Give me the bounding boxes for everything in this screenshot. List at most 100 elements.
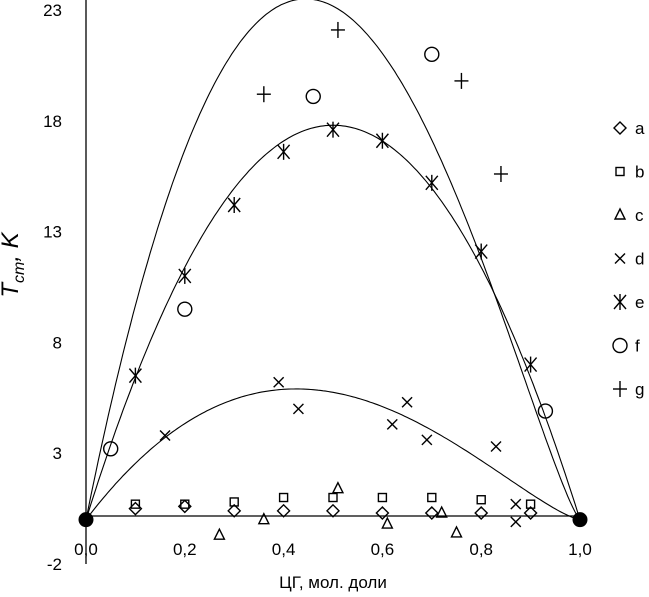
point-b (278, 492, 289, 503)
x-tick-label: 0,2 (173, 540, 197, 559)
point-e (326, 121, 340, 138)
point-e (178, 267, 192, 284)
fit-curve-2 (85, 124, 581, 520)
point-c (257, 512, 270, 525)
point-a (474, 506, 489, 521)
legend-marker-e (613, 294, 627, 310)
point-g (454, 72, 469, 89)
endpoint-marker (78, 512, 94, 528)
point-d (490, 441, 502, 453)
point-a (424, 506, 439, 521)
point-b (229, 497, 239, 507)
x-tick-label: 1,0 (568, 540, 592, 559)
point-e (425, 174, 439, 191)
legend-label: f (635, 337, 640, 356)
y-axis-title-gap: , (0, 248, 24, 261)
point-a (375, 506, 390, 521)
point-g (493, 165, 508, 182)
point-a (276, 503, 291, 518)
point-g (330, 21, 345, 38)
x-tick-label: 0,8 (469, 540, 493, 559)
legend-label: e (635, 293, 644, 312)
legend-item-a: a (613, 119, 645, 138)
point-c (381, 516, 394, 529)
y-axis-title: Tcm, K (0, 231, 28, 297)
point-e (277, 143, 291, 160)
legend-marker-b (615, 166, 625, 177)
point-c (435, 505, 448, 518)
point-e (227, 197, 241, 214)
point-f (305, 88, 321, 105)
point-e (474, 243, 488, 260)
y-tick-label: 23 (43, 1, 62, 20)
legend: a b c d e f g (612, 119, 645, 399)
fit-curve-1 (85, 0, 581, 521)
legend-marker-f (612, 337, 628, 354)
legend-label: b (635, 163, 644, 182)
x-tick-label: 0,4 (272, 540, 296, 559)
legend-marker-a (613, 121, 627, 135)
legend-item-c: c (613, 206, 644, 225)
legend-marker-c (613, 207, 627, 220)
y-axis-title-main: T (0, 281, 24, 298)
y-tick-label: -2 (47, 555, 62, 574)
point-b (328, 492, 338, 503)
x-tick-label: 0,0 (74, 540, 98, 559)
point-f (177, 301, 193, 317)
data-points (102, 21, 554, 540)
x-axis-title: ЦГ, мол. доли (279, 573, 387, 592)
legend-label: a (635, 119, 645, 138)
legend-item-b: b (615, 163, 644, 182)
legend-item-d: d (614, 250, 644, 269)
point-b (476, 495, 486, 505)
point-g (256, 86, 271, 103)
endpoint-markers (78, 512, 588, 528)
point-a (227, 503, 242, 518)
legend-marker-g (613, 381, 627, 397)
y-tick-label: 18 (43, 112, 62, 131)
point-d (510, 498, 522, 510)
y-tick-label: 8 (53, 333, 62, 352)
point-f (537, 403, 554, 419)
legend-item-f: f (612, 337, 640, 356)
fit-curve-3 (85, 388, 581, 521)
y-axis-title-unit: K (0, 231, 24, 248)
legend-label: g (635, 380, 644, 399)
point-a (523, 506, 538, 521)
legend-label: d (635, 250, 644, 269)
point-a (326, 503, 340, 518)
endpoint-marker (572, 512, 588, 528)
legend-label: c (635, 206, 644, 225)
fit-curves (85, 0, 581, 521)
point-c (331, 481, 345, 494)
point-c (450, 525, 463, 538)
point-f (424, 46, 440, 63)
y-tick-labels: -2 3 8 13 18 23 (43, 1, 62, 574)
point-e (128, 367, 142, 384)
point-b (377, 492, 388, 503)
legend-item-e: e (613, 293, 644, 312)
point-e (524, 356, 538, 373)
y-tick-label: 3 (53, 444, 62, 463)
legend-marker-d (614, 253, 626, 264)
x-tick-label: 0,6 (371, 540, 395, 559)
point-b (130, 499, 141, 509)
point-d (386, 418, 398, 430)
point-b (525, 499, 536, 509)
point-f (102, 441, 119, 457)
point-b (427, 492, 437, 503)
point-d (292, 403, 304, 415)
point-c (213, 527, 226, 540)
point-d (510, 516, 522, 528)
x-tick-labels: 0,0 0,2 0,4 0,6 0,8 1,0 (74, 540, 592, 559)
axes (85, 0, 580, 564)
point-d (421, 434, 433, 446)
point-d (159, 429, 171, 441)
point-d (273, 376, 285, 388)
point-e (375, 132, 389, 149)
legend-item-g: g (613, 380, 644, 399)
y-axis-title-sub: cm (11, 262, 28, 283)
point-d (401, 396, 413, 408)
y-tick-label: 13 (43, 223, 62, 242)
